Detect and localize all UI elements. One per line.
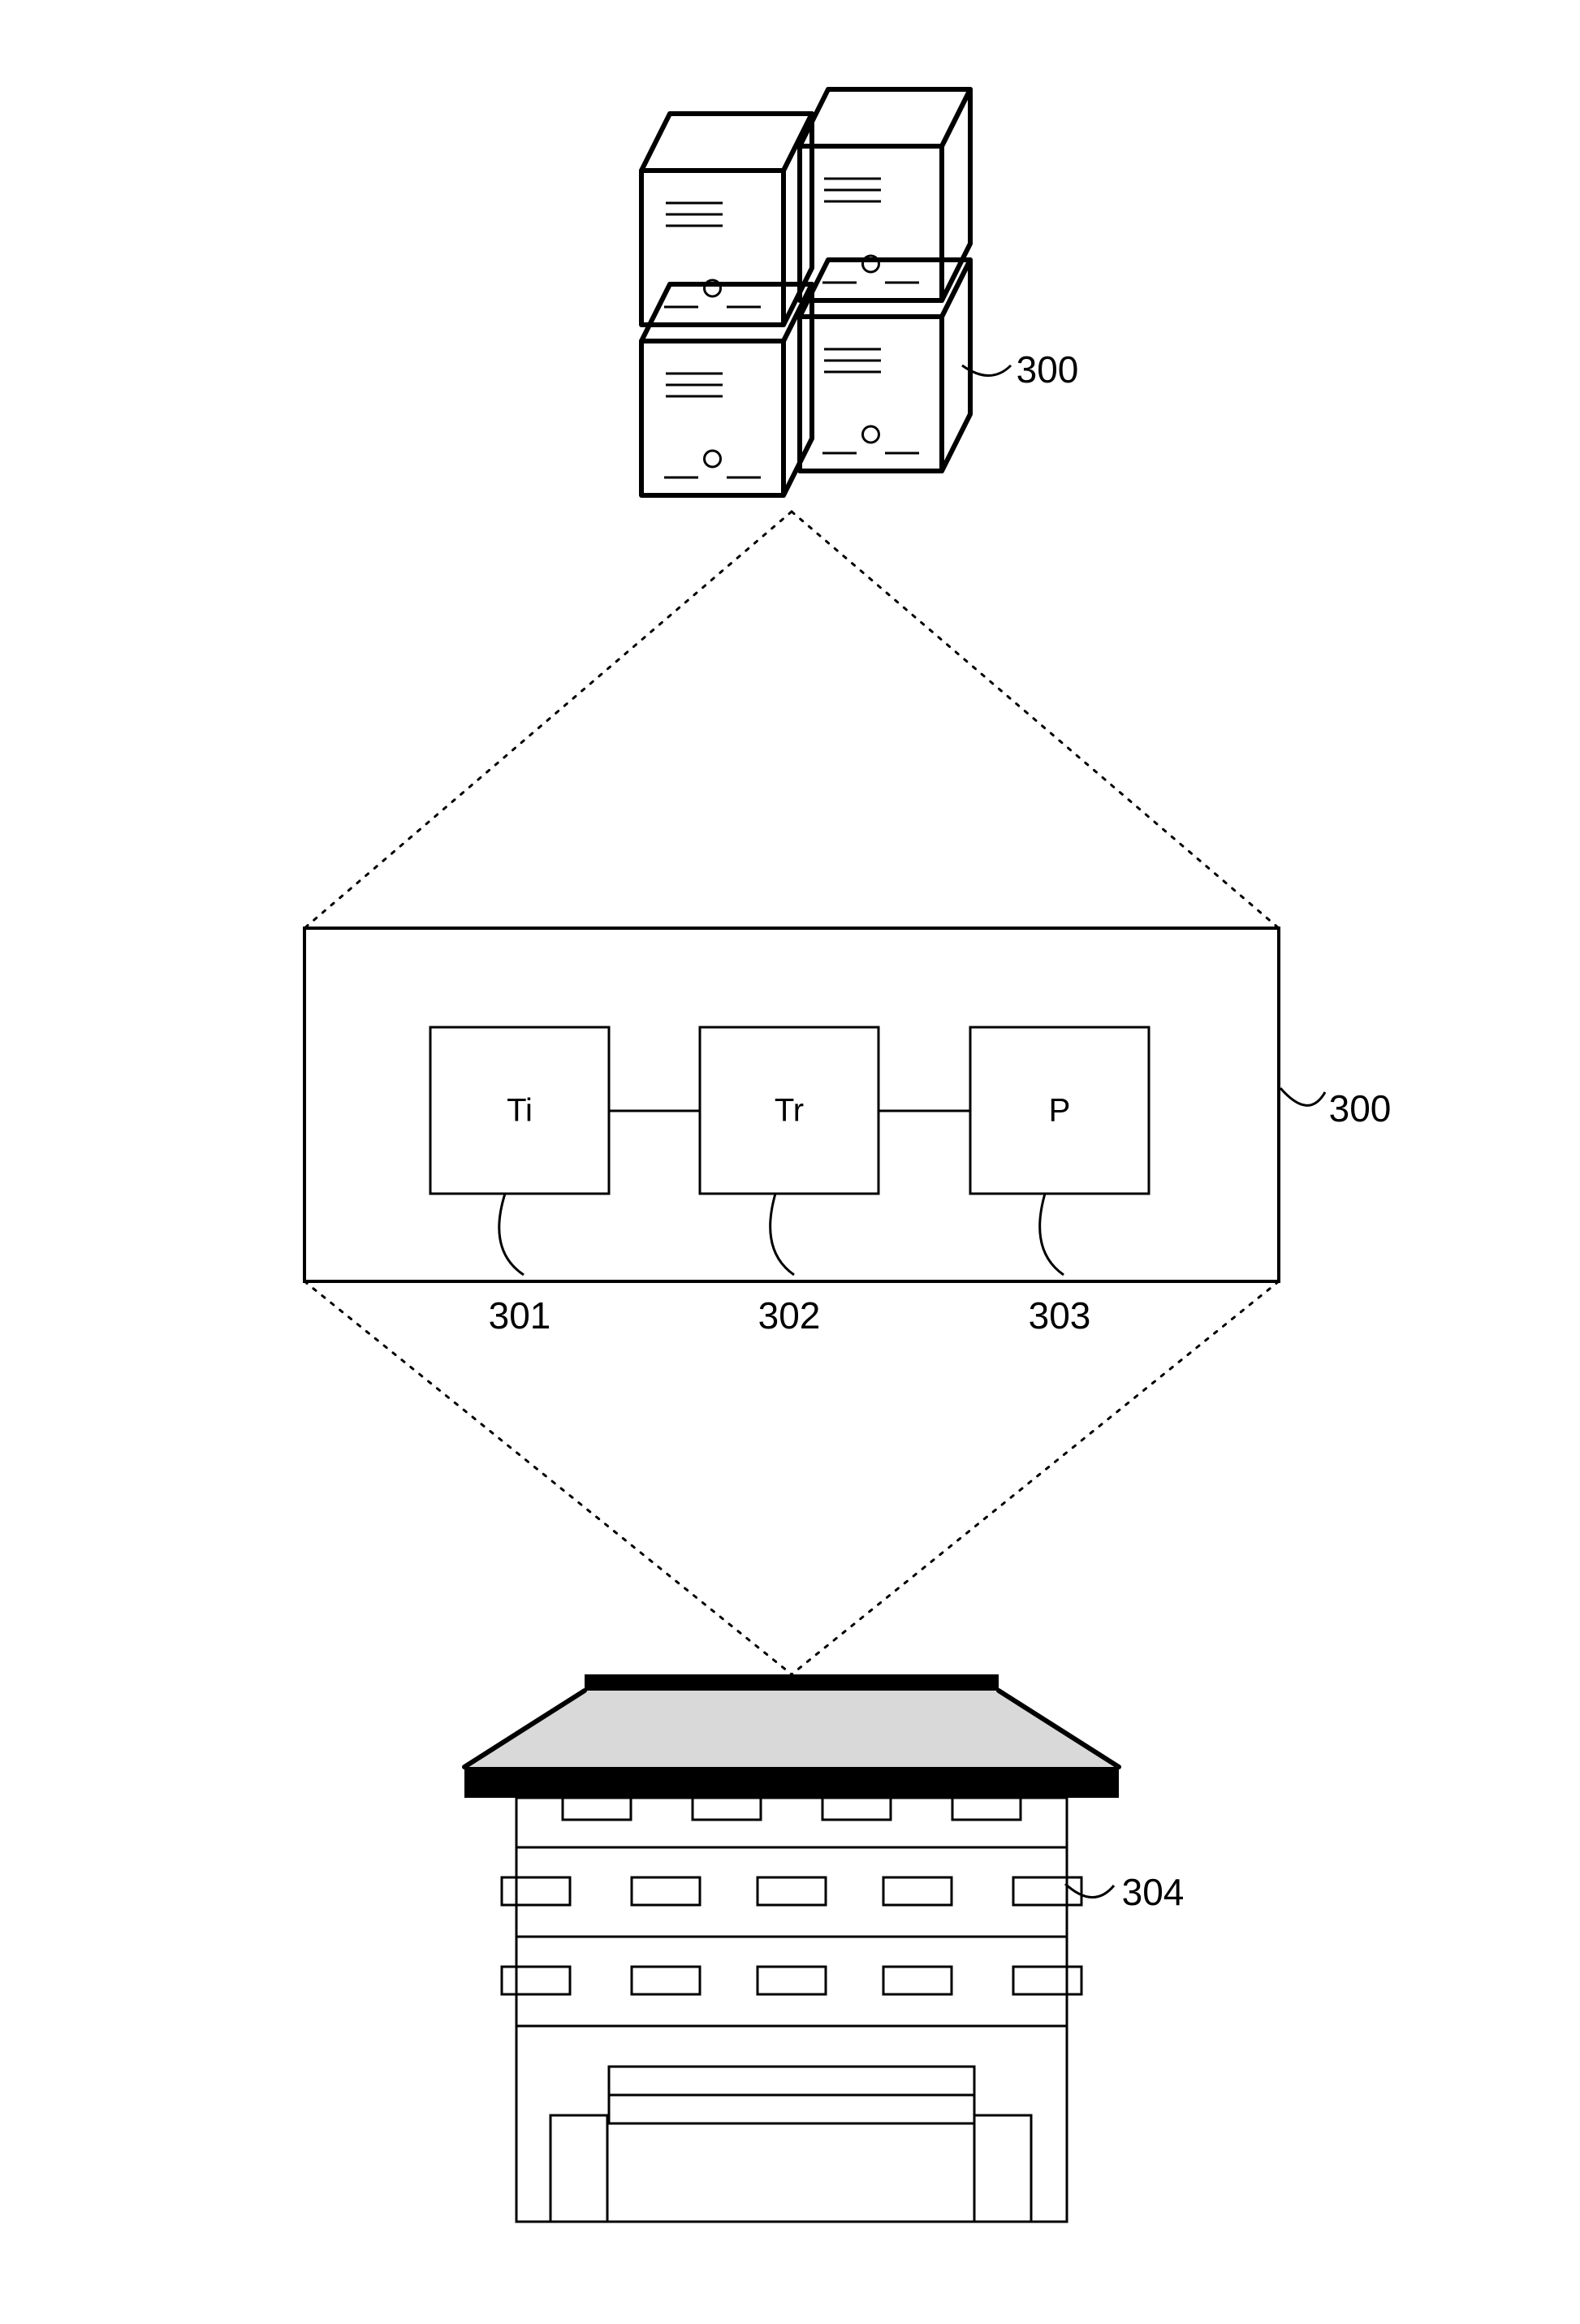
- svg-text:Ti: Ti: [507, 1093, 533, 1129]
- svg-text:302: 302: [758, 1294, 821, 1337]
- server-icon: [641, 89, 970, 495]
- svg-text:303: 303: [1029, 1294, 1091, 1337]
- building-icon: [464, 1674, 1119, 2222]
- svg-text:Tr: Tr: [775, 1093, 804, 1129]
- svg-text:304: 304: [1122, 1871, 1185, 1913]
- svg-text:300: 300: [1329, 1087, 1392, 1130]
- svg-text:P: P: [1049, 1093, 1071, 1129]
- svg-text:301: 301: [489, 1294, 551, 1337]
- svg-text:300: 300: [1017, 348, 1079, 391]
